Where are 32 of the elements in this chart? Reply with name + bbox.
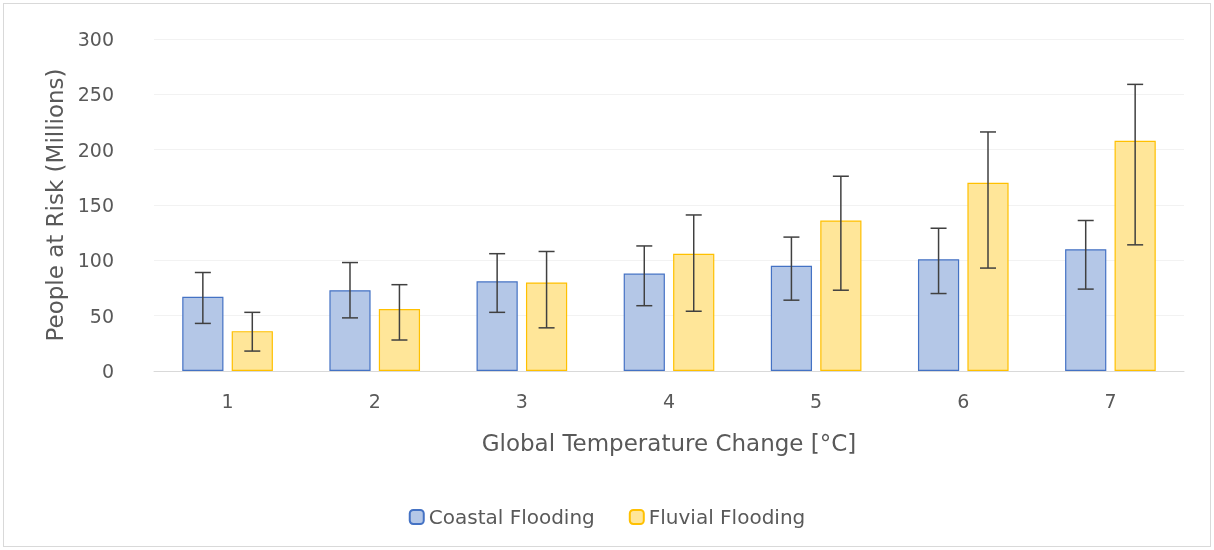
x-tick-label: 2 <box>368 389 381 412</box>
y-tick-label: 250 <box>77 83 114 106</box>
bar <box>967 182 1009 371</box>
bar <box>378 309 421 371</box>
y-tick-label: 100 <box>77 249 114 272</box>
x-axis-title: Global Temperature Change [°C] <box>481 429 857 456</box>
y-tick-label: 150 <box>77 194 114 216</box>
bar <box>770 265 813 371</box>
legend-label: Coastal Flooding <box>428 505 595 529</box>
bar <box>820 220 862 371</box>
x-tick-label: 3 <box>515 389 528 412</box>
bar <box>182 296 224 371</box>
bar <box>673 253 715 371</box>
y-axis-title: People at Risk (Millions) <box>42 68 69 342</box>
bar <box>525 282 568 371</box>
bar <box>476 281 518 371</box>
bar <box>1065 249 1107 371</box>
legend-label: Fluvial Flooding <box>648 505 806 529</box>
bar <box>623 273 665 371</box>
y-tick-label: 300 <box>77 28 114 50</box>
x-tick-label: 4 <box>662 389 676 412</box>
bar <box>329 290 371 371</box>
x-tick-label: 1 <box>221 389 234 412</box>
y-tick-label: 50 <box>89 304 114 327</box>
y-tick-label: 200 <box>77 138 114 161</box>
bar <box>917 259 960 371</box>
x-tick-label: 6 <box>957 389 970 412</box>
y-tick-label: 0 <box>101 360 114 382</box>
x-tick-label: 7 <box>1104 389 1117 412</box>
bar <box>231 331 273 371</box>
x-tick-label: 5 <box>810 389 823 412</box>
bar <box>1114 140 1156 371</box>
